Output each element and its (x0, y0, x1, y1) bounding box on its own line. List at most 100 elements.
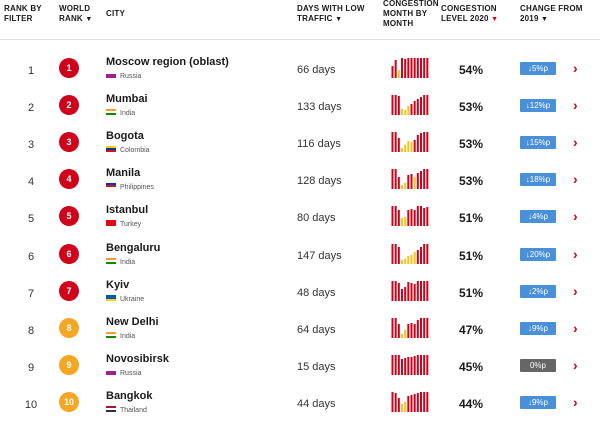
congestion-month-chart (391, 95, 429, 115)
change-badge: ↓18%p (520, 173, 556, 186)
country-name: Thailand (120, 407, 147, 414)
month-bar (426, 132, 429, 152)
month-bar (413, 324, 416, 338)
month-bar (420, 318, 422, 338)
city-name[interactable]: Bogota (106, 130, 144, 142)
month-bar (416, 355, 419, 375)
month-bar (404, 110, 407, 115)
month-bar (426, 392, 429, 412)
congestion-level: 47% (459, 323, 484, 337)
city-name[interactable]: Kyiv (106, 279, 130, 291)
change-badge: ↓4%p (520, 210, 556, 223)
month-bar (401, 218, 403, 226)
month-bar (401, 334, 403, 338)
month-bar (420, 171, 422, 189)
city-name[interactable]: Mumbai (106, 93, 148, 105)
city-name[interactable]: Moscow region (oblast) (106, 56, 229, 68)
chevron-right-icon[interactable]: › (573, 246, 578, 262)
country: Russia (106, 369, 142, 377)
table-row[interactable]: 7 7 Kyiv Ukraine 48 days 51% ↓2%p › (0, 275, 600, 312)
city-name[interactable]: Novosibirsk (106, 353, 169, 365)
table-row[interactable]: 4 4 Manila Philippines 128 days 53% ↓18%p › (0, 163, 600, 200)
month-bar (416, 206, 419, 226)
month-bar (397, 138, 400, 152)
month-bar (420, 58, 422, 78)
table-row[interactable]: 10 10 Bangkok Thailand 44 days 44% ↓9%p › (0, 386, 600, 421)
month-bar (410, 395, 413, 412)
city-name[interactable]: Manila (106, 167, 141, 179)
month-bar (420, 247, 422, 264)
month-bar (391, 132, 394, 152)
table-row[interactable]: 3 3 Bogota Colombia 116 days 53% ↓15%p › (0, 126, 600, 163)
city-name[interactable]: Bengaluru (106, 242, 161, 254)
month-bar (410, 209, 413, 226)
city-name[interactable]: Bangkok (106, 390, 153, 402)
table-row[interactable]: 9 9 Novosibirsk Russia 15 days 45% 0%p › (0, 349, 600, 386)
city-name[interactable]: Istanbul (106, 204, 149, 216)
month-bar (410, 283, 413, 301)
congestion-level: 51% (459, 249, 484, 263)
month-bar (410, 255, 413, 264)
congestion-level: 53% (459, 137, 484, 151)
header-days-low-traffic[interactable]: DAYS WITH LOW TRAFFIC ▼ (297, 4, 365, 23)
table-row[interactable]: 2 2 Mumbai India 133 days 53% ↓12%p › (0, 89, 600, 126)
city-name[interactable]: New Delhi (106, 316, 159, 328)
change-badge: ↓15%p (520, 136, 556, 149)
month-bar (404, 259, 407, 264)
month-bar (426, 207, 429, 226)
change-badge: ↓9%p (520, 322, 556, 335)
chevron-right-icon[interactable]: › (573, 394, 578, 410)
header-world-rank[interactable]: WORLD RANK ▼ (59, 4, 93, 23)
month-bar (404, 59, 407, 78)
table-row[interactable]: 1 1 Moscow region (oblast) Russia 66 days 54%… (0, 52, 600, 89)
header-change-from-2019[interactable]: CHANGE FROM 2019 ▼ (520, 4, 583, 23)
month-bar (404, 145, 407, 152)
table-header: RANK BY FILTER WORLD RANK ▼ CITY DAYS WI… (0, 0, 600, 40)
chevron-right-icon[interactable]: › (573, 283, 578, 299)
days-low-traffic: 64 days (297, 324, 336, 336)
month-bar (426, 355, 429, 375)
sort-down-icon: ▼ (85, 16, 93, 23)
country-name: India (120, 110, 136, 117)
table-row[interactable]: 8 8 New Delhi India 64 days 47% ↓9%p › (0, 312, 600, 349)
month-bar (391, 95, 394, 115)
chevron-right-icon[interactable]: › (573, 97, 578, 113)
month-bar (394, 281, 397, 301)
chevron-right-icon[interactable]: › (573, 320, 578, 336)
chevron-right-icon[interactable]: › (573, 357, 578, 373)
month-bar (391, 281, 394, 301)
month-bar (416, 135, 419, 152)
table-row[interactable]: 6 6 Bengaluru India 147 days 51% ↓20%p › (0, 238, 600, 275)
month-bar (426, 169, 429, 189)
days-low-traffic: 15 days (297, 361, 336, 373)
chevron-right-icon[interactable]: › (573, 134, 578, 150)
country: India (106, 258, 136, 266)
month-bar (391, 206, 394, 226)
table-row[interactable]: 5 5 Istanbul Turkey 80 days 51% ↓4%p › (0, 200, 600, 237)
chevron-right-icon[interactable]: › (573, 171, 578, 187)
month-bar (423, 169, 426, 189)
month-bar (420, 133, 422, 152)
flag-icon (106, 220, 116, 227)
month-bar (404, 287, 407, 301)
month-bar (397, 398, 400, 412)
month-bar (394, 132, 397, 152)
month-bar (401, 58, 403, 78)
month-bar (416, 281, 419, 301)
country-name: India (120, 259, 136, 266)
month-bar (426, 244, 429, 264)
month-bar (413, 210, 416, 226)
header-city[interactable]: CITY (106, 9, 126, 18)
header-rank-by-filter[interactable]: RANK BY FILTER (4, 4, 42, 23)
rank-by-filter: 7 (27, 288, 35, 300)
month-bar (416, 393, 419, 412)
month-bar (423, 244, 426, 264)
month-bar (394, 244, 397, 264)
chevron-right-icon[interactable]: › (573, 60, 578, 76)
country-name: Philippines (120, 184, 154, 191)
chevron-right-icon[interactable]: › (573, 208, 578, 224)
country-name: Russia (120, 370, 142, 377)
month-bar (407, 141, 410, 152)
header-congestion-level[interactable]: CONGESTION LEVEL 2020 ▼ (441, 4, 499, 23)
month-bar (420, 392, 422, 412)
